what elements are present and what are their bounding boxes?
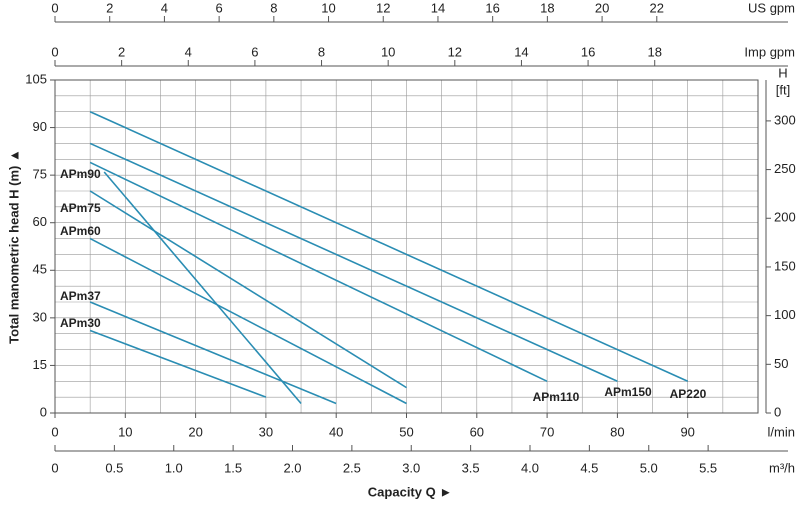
secondary-tick-label: 6	[216, 0, 223, 15]
secondary-tick-label: 22	[650, 0, 664, 15]
x-tick-label: 70	[540, 424, 554, 439]
curve-label: APm60	[60, 224, 101, 238]
secondary-tick-label: 4.0	[521, 460, 539, 475]
y-tick-label: 75	[33, 167, 47, 182]
curve-label: APm90	[60, 167, 101, 181]
pump-curve	[103, 171, 302, 405]
y-tick-label: 30	[33, 309, 47, 324]
secondary-tick-label: 6	[251, 44, 258, 59]
pump-curve	[89, 190, 407, 389]
secondary-tick-label: 16	[485, 0, 499, 15]
secondary-tick-label: 5.5	[699, 460, 717, 475]
y2-tick-label: 100	[774, 307, 796, 322]
secondary-tick-label: 2	[106, 0, 113, 15]
x-tick-label: 80	[610, 424, 624, 439]
y-axis-title: Total manometric head H (m) ▲	[6, 149, 21, 344]
secondary-tick-label: 4.5	[580, 460, 598, 475]
secondary-tick-label: 8	[270, 0, 277, 15]
secondary-axis-unit: Imp gpm	[744, 44, 795, 59]
secondary-tick-label: 2.5	[343, 460, 361, 475]
curve-label: AP220	[670, 387, 707, 401]
curve-label: APm75	[60, 201, 101, 215]
secondary-axis-unit: m³/h	[769, 460, 795, 475]
x-tick-label: 20	[188, 424, 202, 439]
secondary-tick-label: 14	[431, 0, 445, 15]
pump-curve	[89, 237, 407, 405]
secondary-tick-label: 12	[376, 0, 390, 15]
y-tick-label: 105	[25, 71, 47, 86]
x-tick-label: 40	[329, 424, 343, 439]
y2-axis-unit: [ft]	[776, 82, 790, 97]
pump-curve	[89, 301, 337, 405]
secondary-tick-label: 14	[514, 44, 528, 59]
y-tick-label: 0	[40, 404, 47, 419]
x-tick-label: 90	[680, 424, 694, 439]
secondary-tick-label: 2.0	[283, 460, 301, 475]
secondary-tick-label: 0	[51, 460, 58, 475]
secondary-tick-label: 18	[647, 44, 661, 59]
secondary-tick-label: 12	[448, 44, 462, 59]
x-tick-label: 60	[470, 424, 484, 439]
y-tick-label: 90	[33, 119, 47, 134]
secondary-tick-label: 18	[540, 0, 554, 15]
secondary-tick-label: 10	[381, 44, 395, 59]
secondary-tick-label: 16	[581, 44, 595, 59]
secondary-tick-label: 8	[318, 44, 325, 59]
secondary-tick-label: 5.0	[640, 460, 658, 475]
y-tick-label: 45	[33, 262, 47, 277]
secondary-tick-label: 3.0	[402, 460, 420, 475]
secondary-tick-label: 4	[185, 44, 192, 59]
pump-curve	[89, 110, 689, 383]
x-tick-label: 30	[259, 424, 273, 439]
pump-curve	[89, 329, 267, 398]
y2-tick-label: 200	[774, 210, 796, 225]
y2-tick-label: 250	[774, 161, 796, 176]
y-tick-label: 15	[33, 357, 47, 372]
pump-curve	[89, 161, 548, 383]
y2-tick-label: 150	[774, 258, 796, 273]
secondary-tick-label: 1.0	[165, 460, 183, 475]
y2-tick-label: 0	[774, 404, 781, 419]
y2-tick-label: 300	[774, 112, 796, 127]
secondary-axis-unit: US gpm	[748, 0, 795, 15]
pump-curve	[89, 142, 618, 383]
y2-axis-title: H	[778, 65, 787, 80]
secondary-tick-label: 20	[595, 0, 609, 15]
secondary-tick-label: 0	[51, 44, 58, 59]
secondary-tick-label: 10	[321, 0, 335, 15]
curve-label: APm37	[60, 289, 101, 303]
curve-label: APm30	[60, 316, 101, 330]
secondary-tick-label: 0	[51, 0, 58, 15]
secondary-tick-label: 4	[161, 0, 168, 15]
x-tick-label: 0	[51, 424, 58, 439]
x-tick-label: 50	[399, 424, 413, 439]
secondary-tick-label: 1.5	[224, 460, 242, 475]
curve-label: APm110	[533, 390, 580, 404]
secondary-tick-label: 0.5	[105, 460, 123, 475]
x-axis-title: Capacity Q ►	[368, 484, 452, 499]
x-axis-unit: l/min	[768, 424, 795, 439]
secondary-tick-label: 3.5	[462, 460, 480, 475]
y-tick-label: 60	[33, 214, 47, 229]
x-tick-label: 10	[118, 424, 132, 439]
secondary-tick-label: 2	[118, 44, 125, 59]
curve-label: APm150	[604, 385, 652, 399]
y2-tick-label: 50	[774, 356, 788, 371]
